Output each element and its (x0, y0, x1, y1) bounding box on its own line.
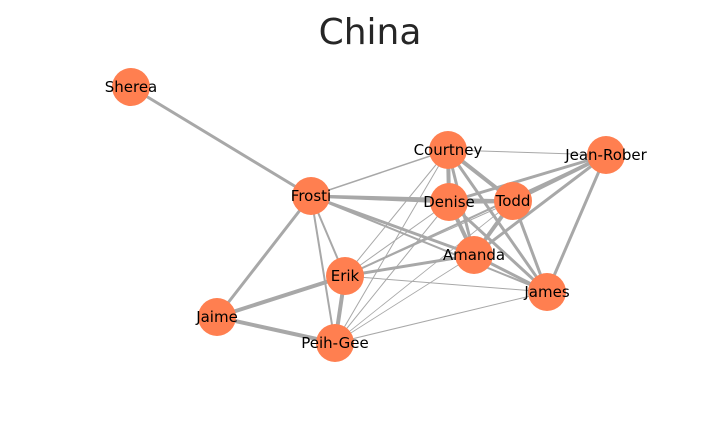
edge-frosti-jaime (215, 194, 313, 319)
node-courtney: Courtney (414, 131, 483, 169)
edge-denise-peih-gee (334, 201, 450, 344)
edge-frosti-courtney (310, 149, 449, 197)
edge-courtney-erik (344, 149, 449, 277)
edge-frosti-james (310, 195, 548, 293)
node-jean-robert: Jean-Rober (564, 136, 648, 174)
edge-todd-erik (344, 200, 514, 277)
edge-jean-robert-erik (344, 154, 607, 277)
node-circle (528, 273, 566, 311)
edge-denise-james (447, 200, 549, 294)
edge-frosti-amanda (309, 194, 476, 257)
edge-courtney-peih-gee (334, 149, 449, 344)
node-todd: Todd (494, 182, 532, 220)
node-label: Jaime (195, 308, 238, 326)
node-circle (198, 298, 236, 336)
node-label: James (523, 283, 569, 301)
node-label: Amanda (443, 246, 505, 264)
edge-erik-james (344, 275, 548, 293)
node-circle (430, 183, 468, 221)
node-circle (292, 177, 330, 215)
edge-erik-jaime (215, 274, 347, 319)
edge-jean-robert-denise (447, 153, 608, 204)
node-circle (494, 182, 532, 220)
node-amanda: Amanda (443, 236, 505, 274)
edge-todd-peih-gee (334, 200, 514, 344)
node-label: Courtney (414, 141, 483, 159)
node-layer: Sherea Frosti Courtney Jean-Rober Denise Todd… (105, 68, 648, 362)
node-label: Denise (423, 193, 475, 211)
node-circle (455, 236, 493, 274)
node-label: Todd (495, 192, 531, 210)
node-label: Jean-Rober (564, 146, 647, 164)
node-circle (316, 324, 354, 362)
node-label: Erik (331, 267, 360, 285)
edge-amanda-erik (343, 253, 476, 278)
node-erik: Erik (326, 257, 364, 295)
edge-jean-robert-amanda (472, 153, 608, 257)
node-circle (112, 68, 150, 106)
node-jaime: Jaime (195, 298, 238, 336)
node-circle (429, 131, 467, 169)
node-circle (587, 136, 625, 174)
node-sherea: Sherea (105, 68, 158, 106)
graph-title: China (319, 12, 422, 53)
node-james: James (523, 273, 570, 311)
edge-james-peih-gee (334, 291, 548, 344)
node-circle (326, 257, 364, 295)
node-frosti: Frosti (291, 177, 331, 215)
edge-jean-robert-james (545, 153, 608, 294)
node-peih-gee: Peih-Gee (301, 324, 369, 362)
edge-amanda-peih-gee (334, 254, 475, 344)
edge-frosti-peih-gee (310, 195, 336, 344)
node-label: Frosti (291, 187, 331, 205)
edge-jaime-peih-gee (215, 315, 337, 345)
edge-sherea-frosti (129, 85, 313, 198)
edge-courtney-jean-robert (447, 149, 607, 156)
node-denise: Denise (423, 183, 475, 221)
edge-denise-erik (344, 201, 450, 277)
node-label: Peih-Gee (301, 334, 368, 352)
node-label: Sherea (105, 78, 158, 96)
